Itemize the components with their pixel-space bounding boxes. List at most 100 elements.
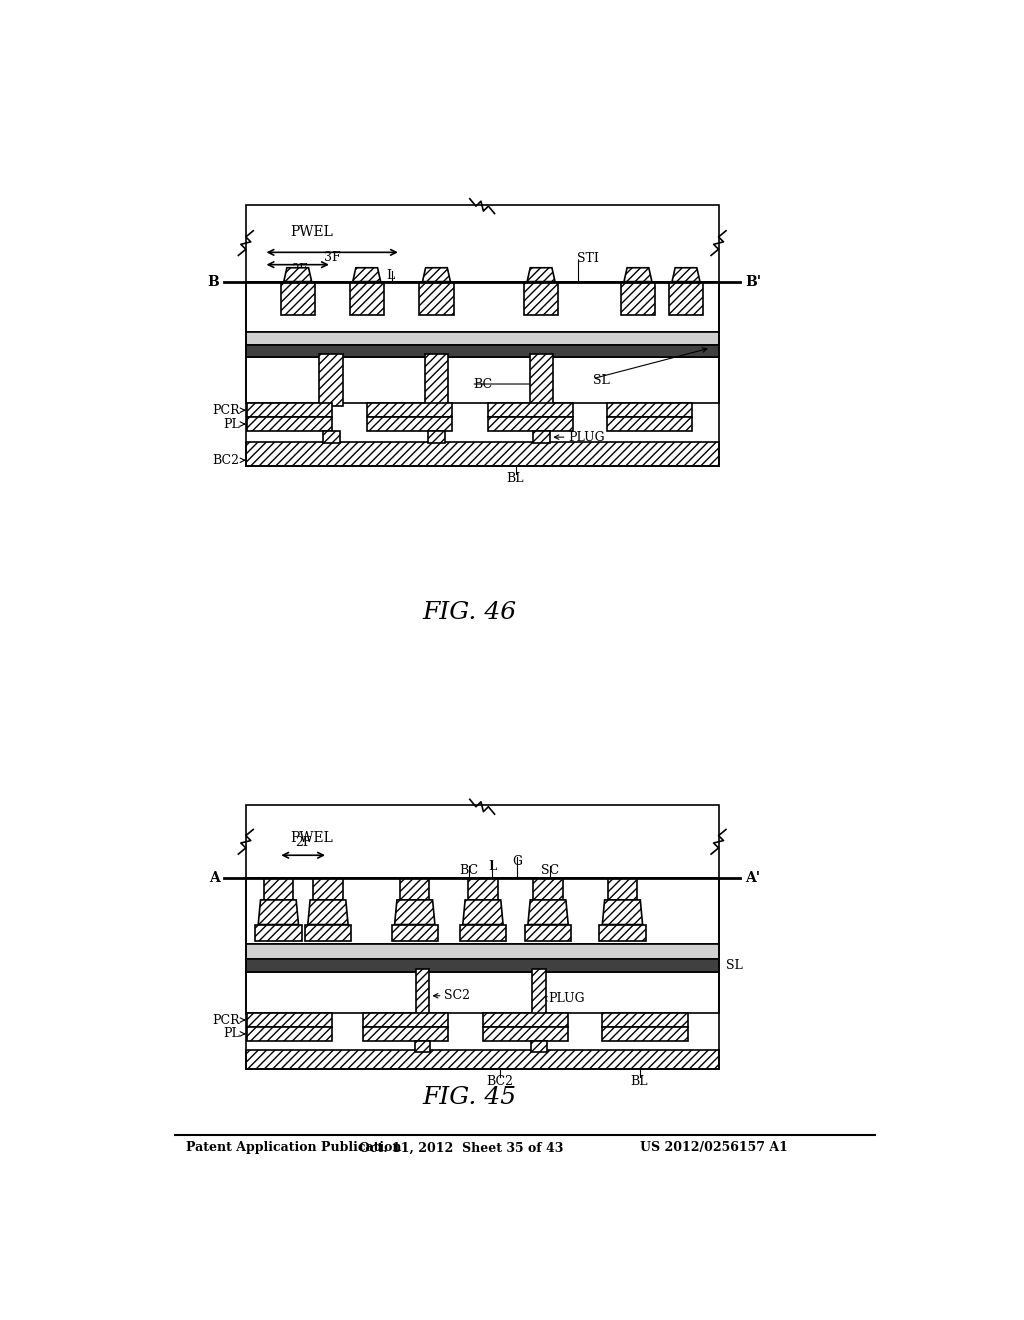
Bar <box>487 404 572 417</box>
Text: B: B <box>208 275 219 289</box>
Bar <box>483 1027 568 1040</box>
Text: STI: STI <box>578 252 599 265</box>
Bar <box>305 924 351 941</box>
Bar <box>607 417 692 432</box>
Bar <box>524 924 571 941</box>
Text: Patent Application Publication: Patent Application Publication <box>186 1142 401 1155</box>
Text: BC: BC <box>460 865 478 878</box>
Bar <box>246 205 719 281</box>
Bar <box>524 281 558 315</box>
Bar <box>246 878 719 1069</box>
Text: PLUG: PLUG <box>568 430 605 444</box>
Bar <box>487 417 572 432</box>
Polygon shape <box>602 900 643 924</box>
Bar <box>323 430 340 444</box>
Polygon shape <box>624 268 652 281</box>
Bar <box>247 417 332 432</box>
Bar <box>281 281 314 315</box>
Bar <box>599 924 646 941</box>
Polygon shape <box>423 268 451 281</box>
Bar <box>428 430 445 444</box>
Text: BL: BL <box>507 473 524 486</box>
Bar <box>246 960 719 973</box>
Bar <box>420 281 454 315</box>
Text: FIG. 46: FIG. 46 <box>422 601 516 624</box>
Text: SC2: SC2 <box>444 989 470 1002</box>
Text: BL: BL <box>631 1074 648 1088</box>
Text: L: L <box>488 859 497 873</box>
Text: G: G <box>512 855 522 869</box>
Text: B': B' <box>744 275 761 289</box>
Bar <box>534 878 563 900</box>
Bar <box>246 281 719 466</box>
Bar <box>255 924 302 941</box>
Text: US 2012/0256157 A1: US 2012/0256157 A1 <box>640 1142 787 1155</box>
Bar <box>246 944 719 960</box>
Text: 3F: 3F <box>324 251 341 264</box>
Text: SL: SL <box>593 374 609 387</box>
Text: SC: SC <box>542 865 559 878</box>
Bar <box>246 345 719 358</box>
Polygon shape <box>258 900 299 924</box>
Bar <box>247 404 332 417</box>
Bar <box>621 281 655 315</box>
Bar <box>246 973 719 1014</box>
Bar <box>367 417 452 432</box>
Bar <box>246 442 719 466</box>
Text: PWEL: PWEL <box>291 830 334 845</box>
Text: PCR: PCR <box>212 1014 240 1027</box>
Text: PWEL: PWEL <box>291 224 334 239</box>
Bar <box>531 969 546 1016</box>
Text: BC2: BC2 <box>486 1074 513 1088</box>
Bar <box>349 281 384 315</box>
Bar <box>367 404 452 417</box>
Polygon shape <box>394 900 435 924</box>
Bar <box>400 878 429 900</box>
Bar <box>425 354 449 407</box>
Bar <box>263 878 293 900</box>
Polygon shape <box>352 268 381 281</box>
Bar <box>460 924 506 941</box>
Bar <box>602 1014 687 1027</box>
Text: L: L <box>386 269 394 282</box>
Polygon shape <box>527 268 555 281</box>
Text: 2F: 2F <box>291 263 307 276</box>
Bar <box>391 924 438 941</box>
Bar <box>468 878 498 900</box>
Bar <box>319 354 343 407</box>
Text: PCR: PCR <box>212 404 240 417</box>
Bar <box>531 1040 547 1052</box>
Bar <box>247 1027 332 1040</box>
Bar <box>246 805 719 878</box>
Bar <box>362 1027 449 1040</box>
Polygon shape <box>672 268 700 281</box>
Bar <box>415 1040 430 1052</box>
Bar <box>607 404 692 417</box>
Text: PLUG: PLUG <box>548 993 585 1006</box>
Text: Oct. 11, 2012  Sheet 35 of 43: Oct. 11, 2012 Sheet 35 of 43 <box>359 1142 563 1155</box>
Polygon shape <box>463 900 503 924</box>
Text: A': A' <box>744 871 760 886</box>
Polygon shape <box>284 268 311 281</box>
Text: BC2: BC2 <box>213 454 240 467</box>
Bar <box>534 430 550 444</box>
Bar <box>313 878 343 900</box>
Bar <box>246 878 719 944</box>
Text: PL: PL <box>223 1027 240 1040</box>
Bar <box>602 1027 687 1040</box>
Text: FIG. 45: FIG. 45 <box>422 1086 516 1109</box>
Text: A: A <box>209 871 219 886</box>
Polygon shape <box>308 900 348 924</box>
Bar <box>669 281 703 315</box>
Text: PL: PL <box>223 417 240 430</box>
Polygon shape <box>528 900 568 924</box>
Text: SL: SL <box>726 960 743 973</box>
Bar <box>246 1051 719 1069</box>
Bar <box>246 331 719 345</box>
Bar <box>607 878 637 900</box>
Bar <box>530 354 554 407</box>
Bar <box>247 1014 332 1027</box>
Text: BC: BC <box>473 378 492 391</box>
Bar <box>246 358 719 404</box>
Bar <box>246 281 719 331</box>
